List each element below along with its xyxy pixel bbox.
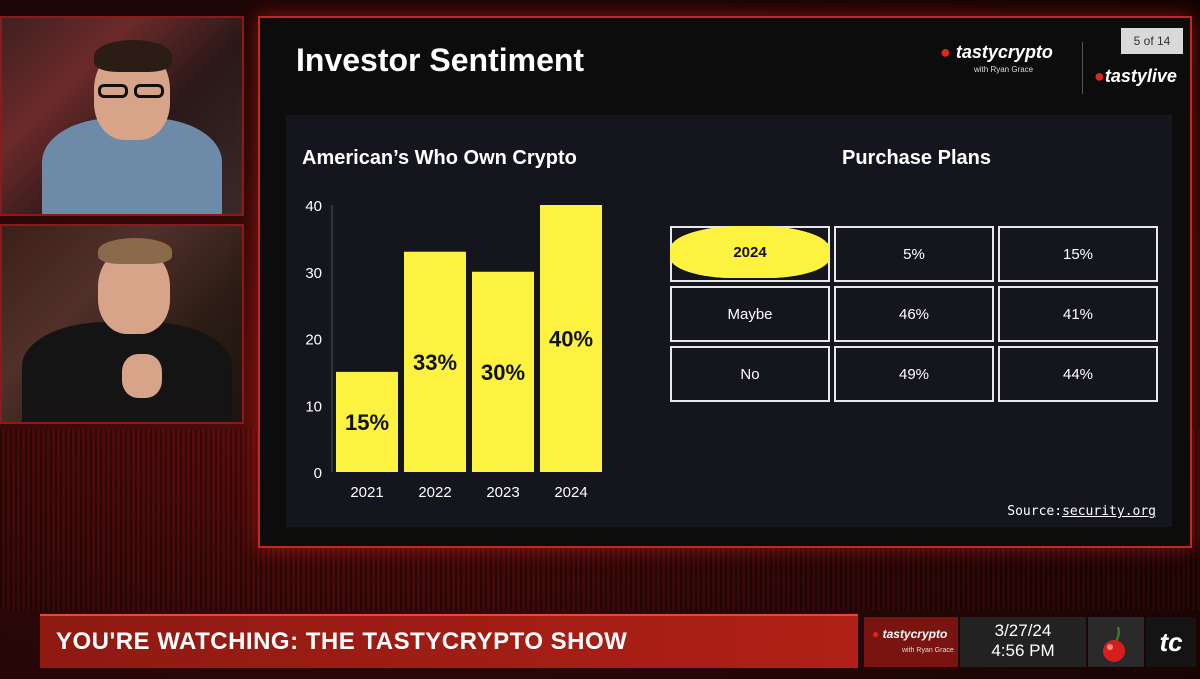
cherry-icon: ● [1094,66,1105,86]
tastycrypto-logo: ● tastycrypto with Ryan Grace [940,42,1053,74]
slide-title: Investor Sentiment [296,42,585,78]
table-row: Maybe 46% 41% [668,284,1160,344]
x-tick-label: 2023 [486,484,519,501]
brand-divider [1082,42,1083,94]
table-title: Purchase Plans [842,147,991,169]
broadcast-date: 3/27/24 [994,621,1052,640]
chart-title: American’s Who Own Crypto [302,147,577,169]
slide-content-panel: American’s Who Own Crypto Purchase Plans… [286,115,1172,527]
chart-bar [336,371,398,472]
host-figure-top [2,18,242,214]
tastylive-logo: ●tastylive [1094,66,1177,86]
table-cell: 44% [998,346,1158,402]
source-citation: Source:security.org [1007,504,1156,519]
bar-data-label: 33% [413,350,457,375]
now-watching-text: YOU'RE WATCHING: THE TASTYCRYPTO SHOW [56,628,628,655]
lower-third-banner: YOU'RE WATCHING: THE TASTYCRYPTO SHOW [40,614,858,668]
table-row: No 49% 44% [668,344,1160,404]
purchase-plans-table: Plans to Purchase20232024Yes5%15%Maybe46… [668,224,1160,404]
chart-bar [540,205,602,472]
webcam-host-bottom [0,224,244,424]
cherry-icon: ● [940,42,951,62]
ownership-bar-chart: 0 10 20 30 40 15% 2021 33% 2022 30% 2023 40% 2024 [305,198,602,501]
x-tick-label: 2022 [418,484,451,501]
y-tick-label: 30 [305,265,322,282]
bar-data-label: 40% [549,327,593,352]
ticker-brand-logo: ● tastycrypto with Ryan Grace [864,617,958,667]
table-cell: 41% [998,286,1158,342]
table-header-cell: 2024 [670,226,830,278]
source-link[interactable]: security.org [1062,504,1156,519]
x-tick-label: 2021 [350,484,383,501]
table-cell: 15% [998,226,1158,282]
chart-bar [472,271,534,472]
table-cell: No [670,346,830,402]
y-tick-label: 40 [305,198,322,215]
table-cell: 46% [834,286,994,342]
webcam-host-top [0,16,244,216]
host-figure-bottom [2,226,242,422]
broadcast-clock: 3/27/24 4:56 PM [960,617,1086,667]
cherry-logo-icon [1088,617,1144,667]
table-cell: 49% [834,346,994,402]
y-tick-label: 10 [305,398,322,415]
x-tick-label: 2024 [554,484,587,501]
y-tick-label: 0 [314,465,322,482]
chart-bar [404,251,466,472]
tc-corner-logo: tc [1146,617,1196,667]
y-tick-label: 20 [305,332,322,349]
cherry-icon: ● [872,627,880,641]
broadcast-time: 4:56 PM [991,641,1055,660]
bar-data-label: 30% [481,360,525,385]
table-cell: 5% [834,226,994,282]
slide: Investor Sentiment ● tastycrypto with Ry… [258,16,1192,548]
page-indicator: 5 of 14 [1121,28,1183,54]
table-cell: Maybe [670,286,830,342]
bar-data-label: 15% [345,410,389,435]
